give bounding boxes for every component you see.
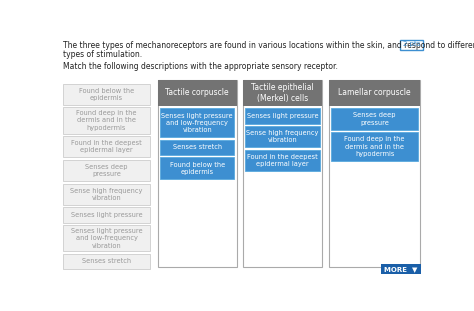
FancyBboxPatch shape: [63, 160, 150, 181]
FancyBboxPatch shape: [158, 80, 237, 267]
FancyBboxPatch shape: [245, 126, 319, 147]
Text: Senses stretch: Senses stretch: [173, 144, 222, 151]
Text: Found below the
epidermis: Found below the epidermis: [170, 162, 225, 175]
Text: Tactile corpuscle: Tactile corpuscle: [165, 88, 229, 97]
Text: Found below the
epidermis: Found below the epidermis: [79, 88, 134, 101]
Text: Senses deep
pressure: Senses deep pressure: [85, 164, 128, 177]
Text: MORE  ▼: MORE ▼: [384, 267, 418, 272]
FancyBboxPatch shape: [329, 80, 420, 106]
FancyBboxPatch shape: [243, 80, 322, 267]
Text: Senses stretch: Senses stretch: [82, 258, 131, 264]
FancyBboxPatch shape: [331, 108, 418, 130]
Text: types of stimulation.: types of stimulation.: [63, 50, 142, 59]
Text: 2 pts: 2 pts: [403, 41, 420, 47]
Text: Found in the deepest
epidermal layer: Found in the deepest epidermal layer: [247, 154, 318, 167]
Text: Lamellar corpuscle: Lamellar corpuscle: [338, 88, 411, 97]
Text: Found deep in the
dermis and in the
hypodermis: Found deep in the dermis and in the hypo…: [345, 137, 405, 157]
FancyBboxPatch shape: [400, 39, 423, 50]
FancyBboxPatch shape: [63, 136, 150, 157]
FancyBboxPatch shape: [158, 80, 237, 106]
FancyBboxPatch shape: [63, 254, 150, 269]
Text: Senses light pressure: Senses light pressure: [71, 212, 142, 218]
FancyBboxPatch shape: [381, 264, 421, 275]
FancyBboxPatch shape: [63, 107, 150, 133]
Text: Tactile epithelial
(Merkel) cells: Tactile epithelial (Merkel) cells: [251, 83, 314, 103]
FancyBboxPatch shape: [245, 108, 319, 123]
FancyBboxPatch shape: [160, 140, 235, 155]
FancyBboxPatch shape: [160, 108, 235, 137]
Text: Senses light pressure
and low-frequency
vibration: Senses light pressure and low-frequency …: [71, 228, 142, 248]
Text: Found deep in the
dermis and in the
hypodermis: Found deep in the dermis and in the hypo…: [76, 110, 137, 131]
FancyBboxPatch shape: [160, 157, 235, 179]
FancyBboxPatch shape: [245, 150, 319, 171]
FancyBboxPatch shape: [63, 225, 150, 251]
Text: Senses deep
pressure: Senses deep pressure: [354, 112, 396, 126]
FancyBboxPatch shape: [331, 132, 418, 161]
Text: Senses light pressure
and low-frequency
vibration: Senses light pressure and low-frequency …: [161, 113, 233, 133]
Text: The three types of mechanoreceptors are found in various locations within the sk: The three types of mechanoreceptors are …: [63, 41, 474, 50]
FancyBboxPatch shape: [329, 80, 420, 267]
Text: Found in the deepest
epidermal layer: Found in the deepest epidermal layer: [71, 140, 142, 153]
Text: Match the following descriptions with the appropriate sensory receptor.: Match the following descriptions with th…: [63, 62, 338, 71]
FancyBboxPatch shape: [243, 80, 322, 106]
Text: Senses light pressure: Senses light pressure: [246, 113, 318, 119]
FancyBboxPatch shape: [63, 207, 150, 223]
Text: Sense high frequency
vibration: Sense high frequency vibration: [246, 130, 319, 143]
FancyBboxPatch shape: [63, 183, 150, 205]
Text: Sense high frequency
vibration: Sense high frequency vibration: [70, 188, 143, 201]
FancyBboxPatch shape: [63, 84, 150, 105]
